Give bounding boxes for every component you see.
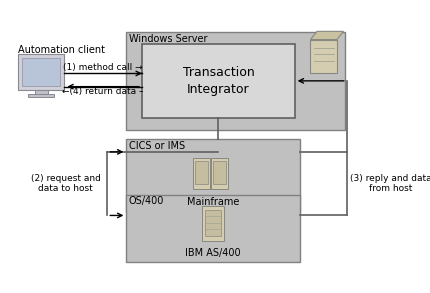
Bar xyxy=(22,58,60,86)
Text: CICS or IMS: CICS or IMS xyxy=(129,141,184,151)
Bar xyxy=(28,94,54,97)
Text: (1) method call →: (1) method call → xyxy=(63,63,143,72)
Bar xyxy=(141,44,294,118)
Bar xyxy=(310,40,336,73)
Text: OS/400: OS/400 xyxy=(129,196,164,207)
Bar xyxy=(126,195,299,263)
Text: Automation client: Automation client xyxy=(18,45,105,55)
Bar xyxy=(126,32,344,130)
Text: IBM AS/400: IBM AS/400 xyxy=(185,248,240,258)
Polygon shape xyxy=(310,31,343,40)
Bar xyxy=(18,54,64,90)
Text: Mainframe: Mainframe xyxy=(186,197,239,207)
Bar xyxy=(212,161,226,184)
Text: ←(4) return data –: ←(4) return data – xyxy=(62,88,144,96)
Bar xyxy=(126,139,299,212)
Bar xyxy=(193,158,209,189)
Text: Windows Server: Windows Server xyxy=(129,34,207,44)
Text: (2) request and
data to host: (2) request and data to host xyxy=(31,174,101,193)
Bar xyxy=(194,161,208,184)
Bar xyxy=(211,158,227,189)
Bar xyxy=(204,210,221,236)
Text: (3) reply and data
from host: (3) reply and data from host xyxy=(349,174,430,193)
Text: Transaction
Integrator: Transaction Integrator xyxy=(182,66,254,96)
Bar xyxy=(202,206,223,241)
Bar xyxy=(34,90,48,94)
